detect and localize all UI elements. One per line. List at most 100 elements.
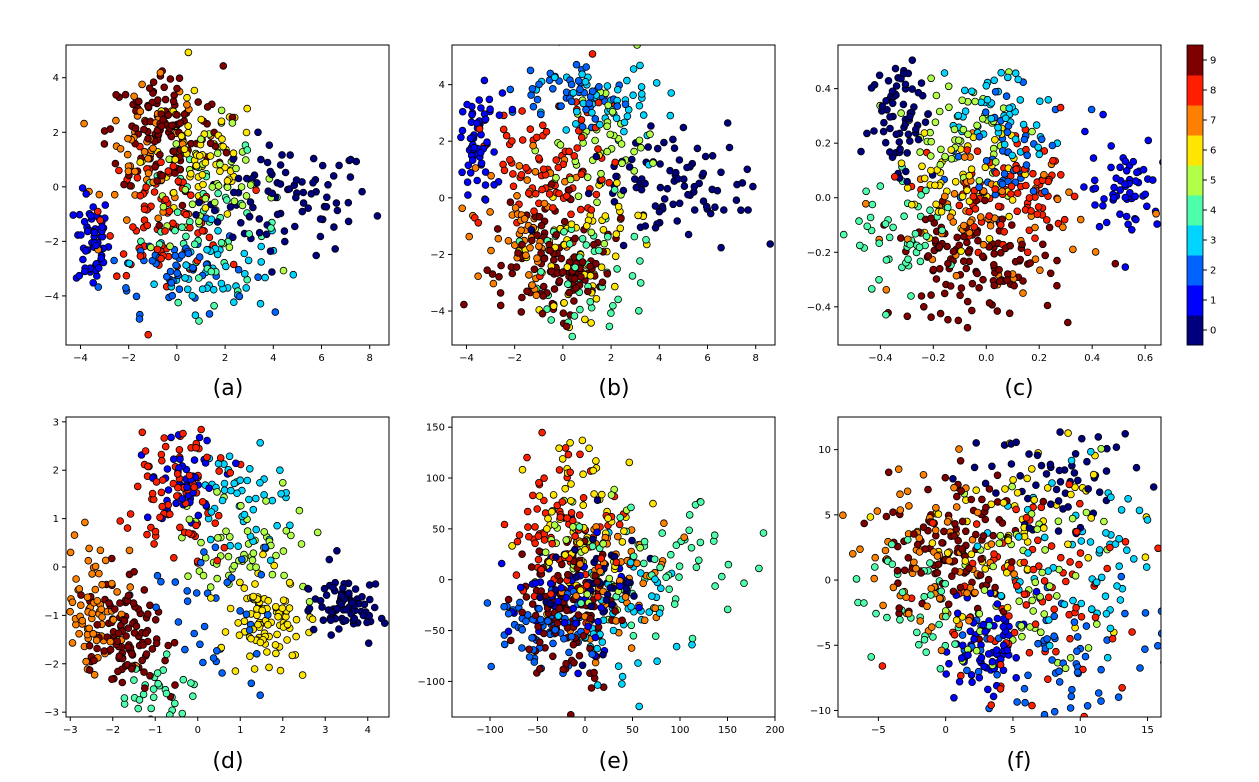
- point-class-4: [210, 301, 218, 310]
- points-group: [69, 48, 382, 345]
- point-class-9: [954, 316, 963, 325]
- point-class-5: [188, 200, 197, 209]
- point-class-1: [486, 105, 494, 113]
- point-class-5: [556, 141, 565, 149]
- point-class-8: [157, 450, 166, 459]
- point-class-1: [89, 203, 97, 211]
- point-class-9: [518, 240, 526, 249]
- point-class-0: [1042, 470, 1051, 478]
- point-class-8: [929, 519, 937, 527]
- point-class-9: [593, 577, 601, 586]
- point-class-9: [167, 132, 176, 141]
- point-class-0: [325, 555, 334, 564]
- point-class-2: [530, 658, 539, 666]
- point-class-9: [611, 607, 619, 615]
- point-class-9: [131, 124, 140, 132]
- point-class-9: [579, 632, 588, 640]
- point-class-9: [560, 217, 569, 226]
- point-class-5: [941, 152, 949, 161]
- point-class-5: [297, 540, 306, 548]
- point-class-0: [309, 625, 318, 634]
- point-class-8: [549, 204, 557, 212]
- point-class-1: [172, 499, 180, 508]
- point-class-9: [160, 83, 169, 92]
- point-class-5: [1015, 597, 1023, 605]
- point-class-7: [90, 670, 99, 679]
- point-class-4: [922, 186, 930, 195]
- point-class-2: [152, 603, 160, 612]
- point-class-4: [941, 579, 950, 588]
- point-class-7: [110, 190, 119, 199]
- point-class-6: [999, 498, 1008, 507]
- point-class-9: [978, 252, 987, 261]
- point-class-8: [213, 556, 222, 565]
- panel-label: (b): [598, 376, 629, 401]
- point-class-6: [187, 169, 195, 178]
- point-class-6: [947, 146, 955, 154]
- point-class-9: [924, 252, 933, 260]
- point-class-9: [882, 512, 891, 521]
- y-tick-label: 150: [426, 423, 445, 434]
- point-class-2: [1141, 645, 1149, 653]
- point-class-8: [1103, 564, 1111, 573]
- point-class-2: [518, 625, 527, 634]
- point-class-0: [255, 228, 264, 237]
- point-class-5: [603, 147, 611, 156]
- point-class-8: [537, 565, 545, 574]
- point-class-1: [1080, 183, 1088, 191]
- point-class-6: [249, 592, 258, 601]
- point-class-2: [1067, 692, 1076, 701]
- point-class-1: [143, 513, 152, 522]
- point-class-2: [171, 578, 180, 586]
- point-class-1: [477, 159, 486, 168]
- point-class-4: [628, 272, 637, 280]
- point-class-1: [98, 223, 106, 231]
- point-class-0: [660, 138, 668, 147]
- y-tick-label: 0: [439, 193, 445, 204]
- point-class-4: [941, 612, 950, 621]
- point-class-0: [266, 167, 275, 176]
- point-class-4: [577, 599, 585, 607]
- point-class-0: [578, 661, 587, 670]
- point-class-3: [1045, 616, 1053, 624]
- point-class-9: [176, 119, 185, 127]
- point-class-7: [940, 192, 949, 201]
- point-class-8: [1073, 527, 1081, 536]
- point-class-1: [1091, 201, 1099, 209]
- point-class-6: [616, 224, 625, 233]
- point-class-9: [130, 567, 138, 576]
- point-class-4: [938, 226, 946, 235]
- point-class-5: [313, 528, 322, 537]
- point-class-7: [916, 617, 924, 625]
- point-class-1: [574, 669, 582, 678]
- point-class-6: [585, 444, 593, 453]
- point-class-4: [868, 200, 877, 209]
- point-class-9: [998, 519, 1007, 527]
- point-class-5: [649, 159, 657, 167]
- point-class-4: [149, 693, 158, 702]
- point-class-3: [1048, 479, 1056, 487]
- point-class-4: [867, 285, 876, 293]
- point-class-8: [164, 167, 173, 175]
- x-tick-label: 0: [560, 353, 566, 364]
- point-class-4: [936, 664, 945, 673]
- point-class-8: [138, 428, 147, 437]
- point-class-7: [889, 583, 898, 592]
- x-tick-label: −3: [63, 725, 78, 736]
- point-class-0: [1071, 449, 1080, 458]
- point-class-7: [987, 540, 996, 548]
- point-class-9: [993, 471, 1002, 480]
- point-class-4: [656, 563, 664, 572]
- point-class-9: [1053, 256, 1061, 265]
- point-class-0: [884, 77, 893, 85]
- point-class-2: [549, 639, 557, 648]
- point-class-7: [529, 141, 537, 150]
- point-class-8: [567, 210, 575, 219]
- point-class-6: [613, 179, 621, 187]
- point-class-1: [81, 267, 89, 276]
- point-class-5: [1028, 596, 1036, 605]
- x-tick-label: −2: [507, 353, 522, 364]
- point-class-7: [870, 574, 878, 583]
- point-class-8: [577, 133, 586, 142]
